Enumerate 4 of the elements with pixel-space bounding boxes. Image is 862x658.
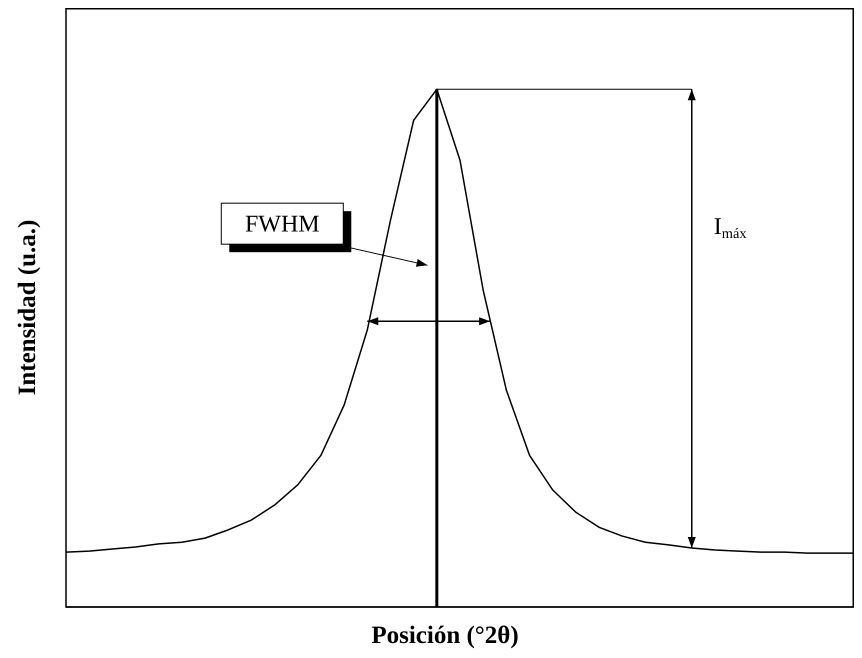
y-axis-title: Intensidad (u.a.) <box>14 220 41 396</box>
annotation: FWHM <box>244 212 320 238</box>
annotation: I$_{máx}$ <box>714 214 748 242</box>
x-axis-title: Posición (°2θ) <box>371 622 519 649</box>
